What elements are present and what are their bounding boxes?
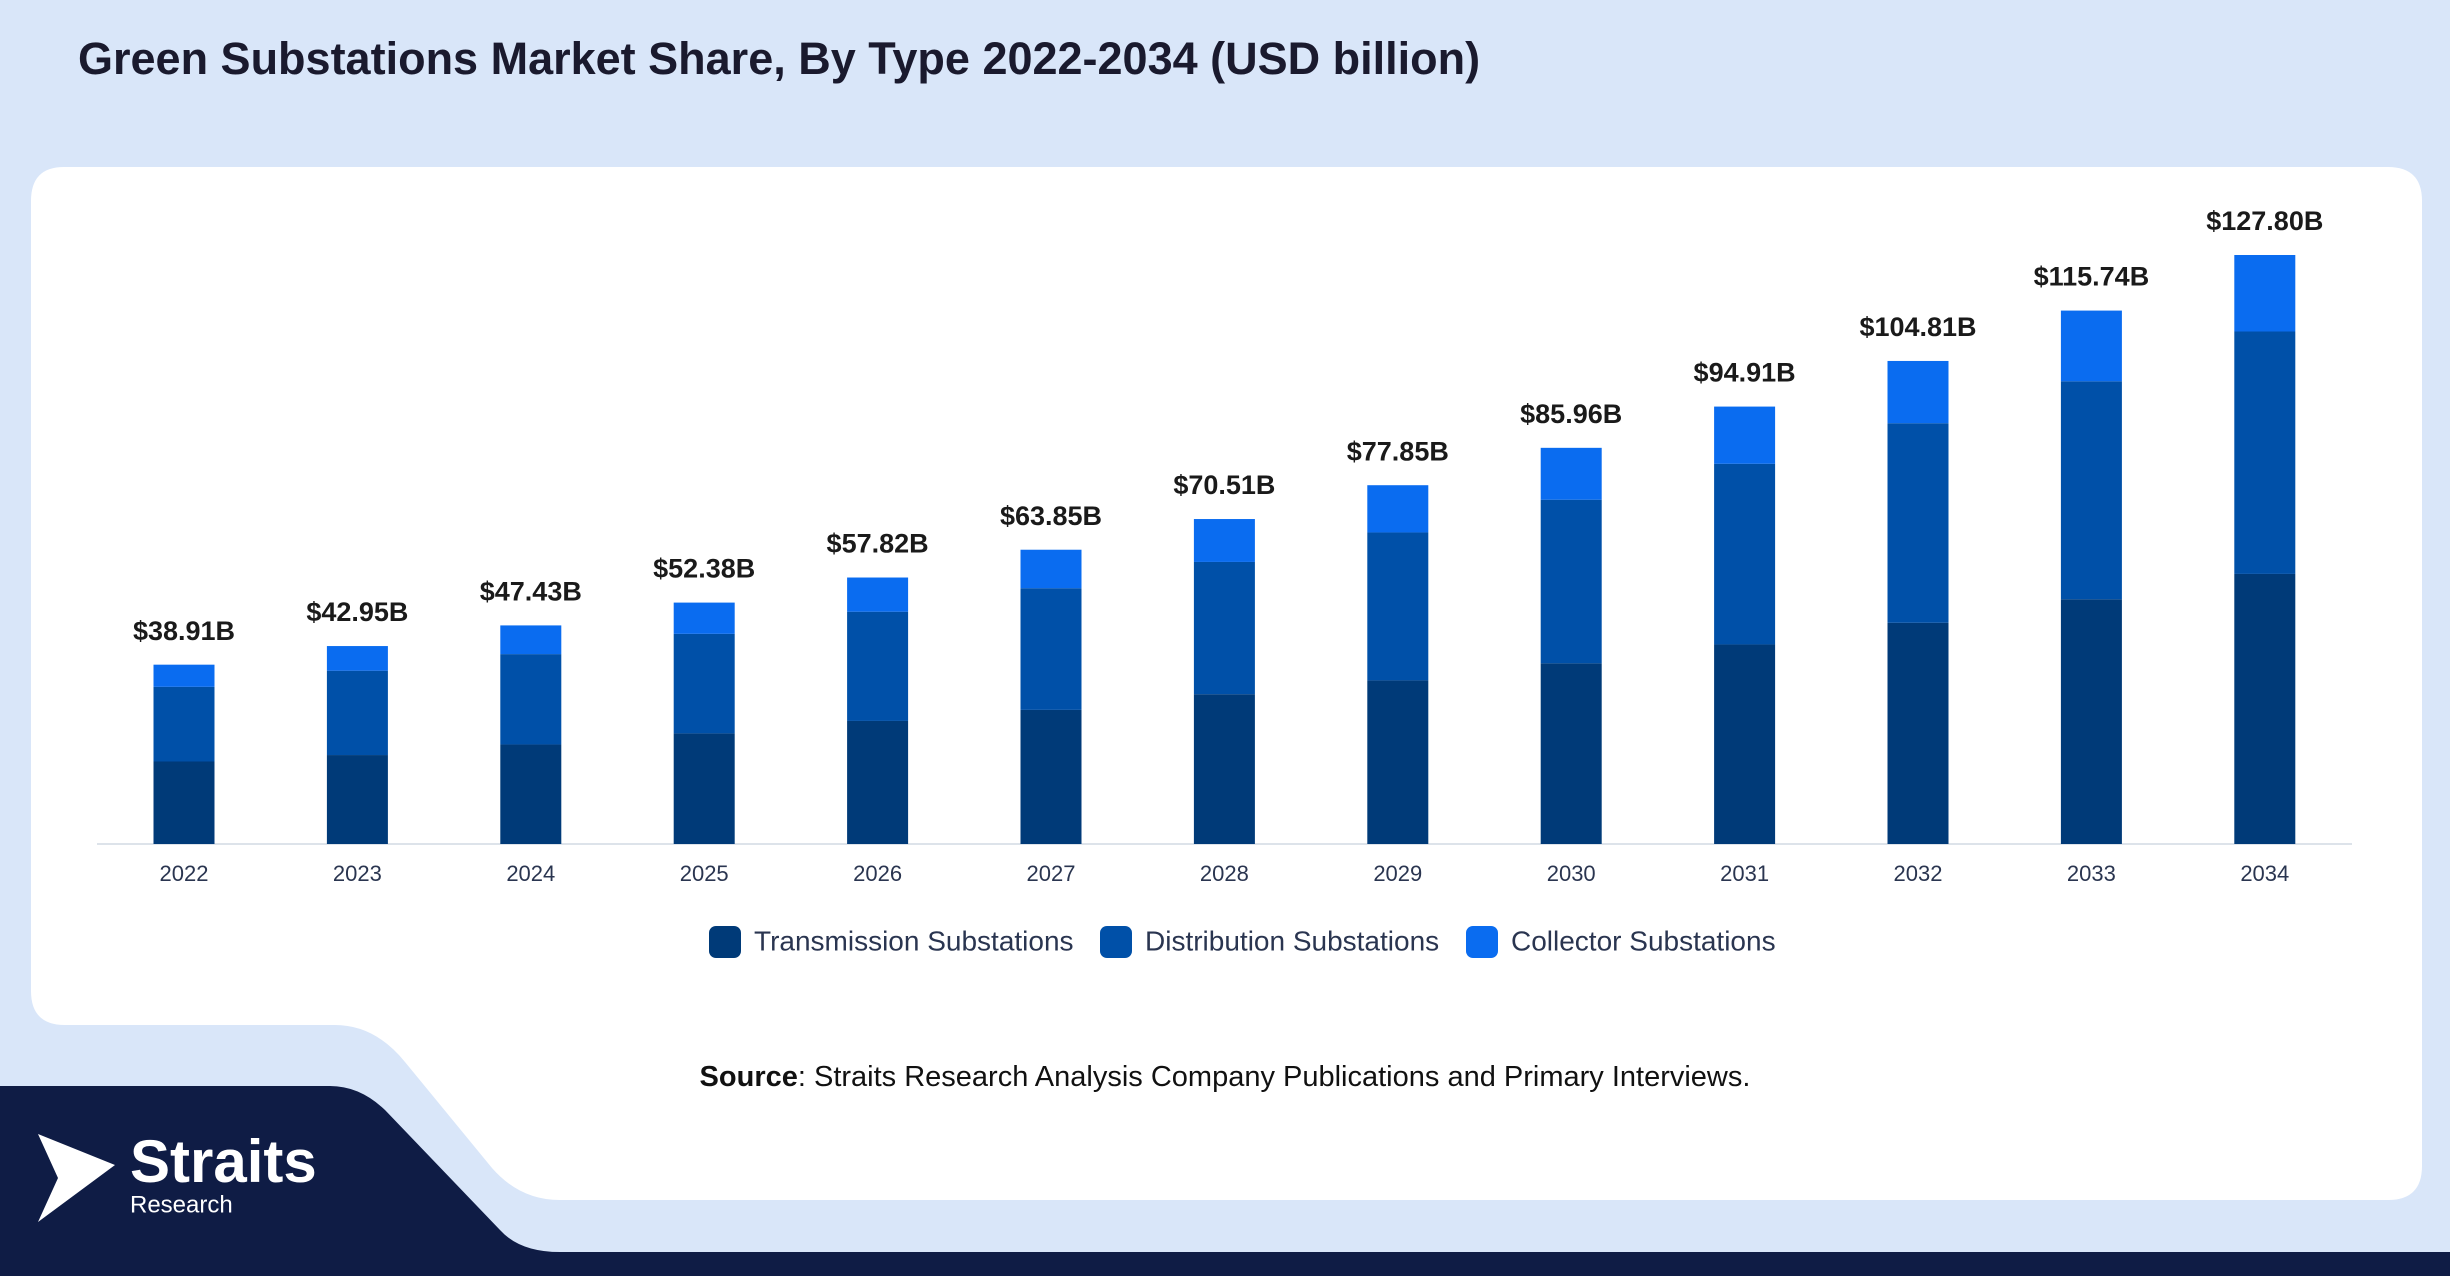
- bar-segment: [673, 633, 735, 734]
- x-tick-label: 2027: [1027, 861, 1076, 886]
- bar-segment: [1887, 622, 1949, 844]
- bar-segment: [1540, 663, 1602, 844]
- bar-segment: [326, 755, 388, 844]
- bar-segment: [2060, 310, 2122, 382]
- bar-segment: [847, 720, 909, 844]
- bar-segment: [1020, 549, 1082, 589]
- bar-segment: [1367, 485, 1429, 533]
- legend-label: Collector Substations: [1511, 925, 1776, 956]
- bar-segment: [2234, 255, 2296, 332]
- total-label: $115.74B: [2034, 262, 2150, 292]
- bar-segment: [1020, 709, 1082, 844]
- bar-segment: [1540, 447, 1602, 500]
- legend-swatch: [1100, 926, 1132, 958]
- x-tick-label: 2034: [2240, 861, 2289, 886]
- x-tick-label: 2029: [1373, 861, 1422, 886]
- bar-segment: [1367, 680, 1429, 844]
- bar-segment: [673, 733, 735, 844]
- bar-segment: [847, 611, 909, 721]
- bar-segment: [1020, 588, 1082, 710]
- bar-segment: [1193, 561, 1255, 695]
- total-label: $38.91B: [133, 616, 235, 646]
- logo-mark: [38, 1134, 115, 1222]
- x-tick-label: 2033: [2067, 861, 2116, 886]
- total-label: $85.96B: [1520, 399, 1622, 429]
- bar-segment: [2060, 599, 2122, 844]
- total-label: $77.85B: [1347, 436, 1449, 466]
- total-label: $63.85B: [1000, 501, 1102, 531]
- bar-segment: [847, 577, 909, 612]
- total-label: $104.81B: [1859, 312, 1976, 342]
- total-label: $127.80B: [2206, 206, 2323, 236]
- source-text: : Straits Research Analysis Company Publ…: [798, 1061, 1751, 1093]
- bar-segment: [500, 625, 562, 655]
- legend-label: Transmission Substations: [754, 925, 1074, 956]
- x-tick-label: 2025: [680, 861, 729, 886]
- bar-segment: [1714, 406, 1776, 464]
- bar-segment: [1540, 499, 1602, 664]
- bar-segment: [673, 602, 735, 634]
- bar-segment: [1714, 463, 1776, 645]
- logo-name: Straits: [130, 1128, 317, 1195]
- x-tick-label: 2028: [1200, 861, 1249, 886]
- bar-segment: [1193, 694, 1255, 844]
- bar-segment: [500, 744, 562, 844]
- total-label: $52.38B: [653, 554, 755, 584]
- x-tick-label: 2024: [506, 861, 555, 886]
- total-label: $57.82B: [827, 529, 929, 559]
- bar-segment: [153, 686, 215, 762]
- bar-segment: [2060, 381, 2122, 600]
- x-tick-label: 2026: [853, 861, 902, 886]
- x-tick-label: 2032: [1894, 861, 1943, 886]
- chart-title: Green Substations Market Share, By Type …: [78, 33, 1480, 84]
- bar-segment: [1887, 423, 1949, 623]
- total-label: $94.91B: [1694, 358, 1796, 388]
- x-tick-label: 2030: [1547, 861, 1596, 886]
- bar-segment: [2234, 331, 2296, 574]
- total-label: $70.51B: [1173, 470, 1275, 500]
- source: Source: Straits Research Analysis Compan…: [700, 1061, 1751, 1093]
- bar-segment: [153, 664, 215, 687]
- total-label: $42.95B: [306, 597, 408, 627]
- x-tick-label: 2023: [333, 861, 382, 886]
- legend-label: Distribution Substations: [1145, 925, 1439, 956]
- bar-segment: [2234, 573, 2296, 844]
- source-label: Source: [700, 1061, 798, 1093]
- x-tick-label: 2022: [160, 861, 209, 886]
- bar-segment: [326, 646, 388, 671]
- total-label: $47.43B: [480, 577, 582, 607]
- bar-segment: [1367, 532, 1429, 681]
- bar-segment: [500, 654, 562, 745]
- bar-segment: [1193, 519, 1255, 562]
- bar-segment: [1714, 644, 1776, 844]
- bar-segment: [153, 761, 215, 844]
- legend-swatch: [709, 926, 741, 958]
- footer-band: [0, 1086, 2450, 1276]
- legend-swatch: [1466, 926, 1498, 958]
- logo-sub: Research: [130, 1191, 233, 1218]
- bar-segment: [326, 670, 388, 756]
- x-tick-label: 2031: [1720, 861, 1769, 886]
- bar-segment: [1887, 360, 1949, 424]
